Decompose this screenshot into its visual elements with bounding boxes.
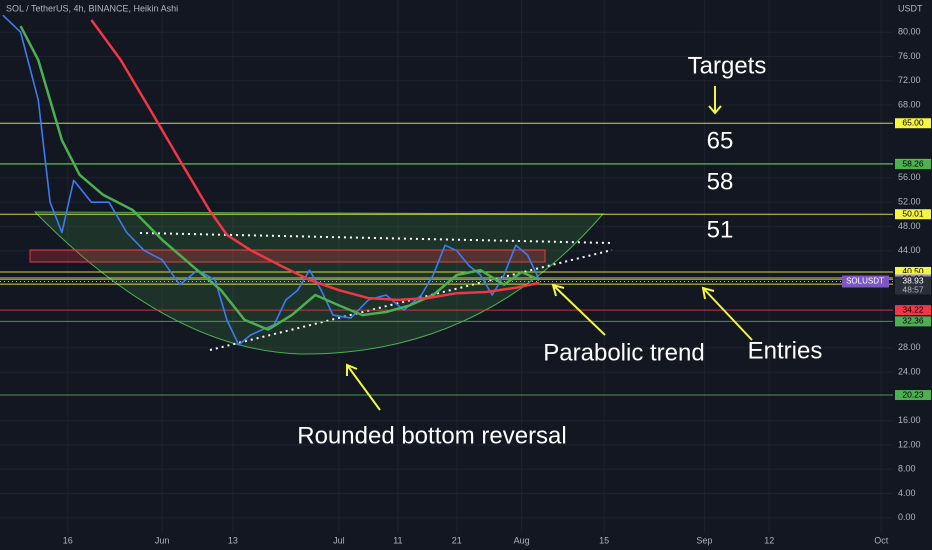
annotation: 51 bbox=[707, 216, 734, 243]
x-tick-label: Jun bbox=[155, 535, 170, 545]
level-tag bbox=[895, 266, 931, 277]
level-tag bbox=[895, 159, 931, 170]
symbol-tag bbox=[842, 275, 889, 288]
x-tick-label: 16 bbox=[63, 535, 73, 545]
level-tag bbox=[895, 390, 931, 401]
y-tick-label: 4.00 bbox=[898, 488, 916, 498]
y-tick-label: 72.00 bbox=[898, 75, 921, 85]
y-tick-label: 12.00 bbox=[898, 439, 921, 449]
x-tick-label: Sep bbox=[696, 535, 712, 545]
annotation: 58 bbox=[707, 168, 734, 195]
level-tag bbox=[895, 209, 931, 220]
level-label: 40.50 bbox=[902, 266, 924, 276]
level-label: 50.01 bbox=[902, 208, 924, 218]
level-label: 20.23 bbox=[902, 389, 924, 399]
trendline-top bbox=[139, 232, 613, 244]
x-tick-label: Jul bbox=[333, 535, 345, 545]
y-axis-label: USDT bbox=[898, 3, 923, 13]
level-tag bbox=[895, 316, 931, 327]
time-panel bbox=[0, 532, 932, 550]
price-line bbox=[2, 14, 541, 346]
x-tick-label: 13 bbox=[228, 535, 238, 545]
y-tick-label: 24.00 bbox=[898, 367, 921, 377]
level-label: 58.26 bbox=[902, 158, 924, 168]
x-tick-label: Oct bbox=[874, 535, 889, 545]
y-tick-label: 76.00 bbox=[898, 51, 921, 61]
x-tick-label: 11 bbox=[393, 535, 402, 545]
last-price-label: 38.93 bbox=[902, 276, 924, 286]
annotation: Entries bbox=[748, 337, 823, 364]
x-tick-label: 12 bbox=[764, 535, 774, 545]
x-tick-label: 21 bbox=[452, 535, 462, 545]
price-line bbox=[90, 19, 540, 302]
chart-title: SOL / TetherUS, 4h, BINANCE, Heikin Ashi bbox=[6, 3, 178, 13]
annotation: 65 bbox=[707, 127, 734, 154]
arrow bbox=[701, 286, 753, 341]
y-tick-label: 48.00 bbox=[898, 221, 921, 231]
resistance-zone bbox=[29, 249, 546, 263]
y-tick-label: 56.00 bbox=[898, 172, 921, 182]
arrows bbox=[346, 86, 753, 411]
x-tick-label: Aug bbox=[514, 535, 530, 545]
series bbox=[2, 14, 541, 346]
y-tick-label: 44.00 bbox=[898, 245, 921, 255]
grid bbox=[0, 0, 893, 532]
levels bbox=[0, 122, 893, 396]
y-tick-label: 0.00 bbox=[898, 512, 916, 522]
annotation: Rounded bottom reversal bbox=[297, 422, 566, 449]
y-tick-label: 80.00 bbox=[898, 27, 921, 37]
y-tick-label: 8.00 bbox=[898, 464, 916, 474]
annotation: Targets bbox=[688, 52, 767, 79]
y-tick-label: 28.00 bbox=[898, 342, 921, 352]
level-label: 32.36 bbox=[902, 316, 924, 326]
y-tick-label: 16.00 bbox=[898, 415, 921, 425]
level-tag bbox=[895, 305, 931, 316]
level-tag bbox=[895, 118, 931, 129]
y-tick-label: 52.00 bbox=[898, 197, 921, 207]
countdown: 48:57 bbox=[902, 285, 924, 295]
level-label: 65.00 bbox=[902, 117, 924, 127]
symbol-label: SOLUSDT bbox=[846, 277, 884, 286]
last-price-tag bbox=[895, 276, 931, 295]
x-tick-label: 15 bbox=[599, 535, 609, 545]
arrow bbox=[551, 283, 606, 336]
level-label: 34.22 bbox=[902, 304, 924, 314]
price-line bbox=[19, 25, 540, 331]
y-tick-label: 68.00 bbox=[898, 99, 921, 109]
arrow bbox=[708, 86, 722, 115]
arrow bbox=[346, 363, 381, 411]
annotation: Parabolic trend bbox=[543, 339, 704, 366]
